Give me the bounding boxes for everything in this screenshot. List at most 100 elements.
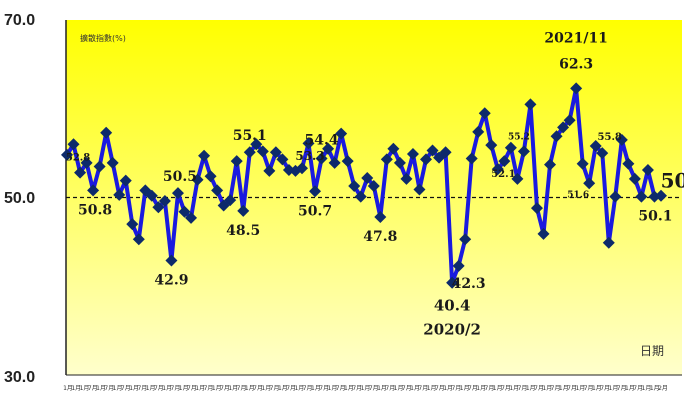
data-point-marker bbox=[341, 155, 354, 168]
x-tick-label: 7月 bbox=[584, 385, 594, 392]
data-point-marker bbox=[641, 163, 654, 176]
data-point-marker bbox=[596, 147, 609, 160]
x-tick-label: 7月 bbox=[204, 385, 214, 392]
data-label: 2020/2 bbox=[423, 321, 481, 339]
data-point-marker bbox=[230, 155, 243, 168]
x-tick-label: 1月 bbox=[278, 385, 288, 392]
x-tick-label: 1月 bbox=[377, 385, 387, 392]
data-point-marker bbox=[61, 148, 73, 161]
y-tick-label-70: 70.0 bbox=[4, 12, 35, 29]
x-tick-label: 1月 bbox=[96, 385, 106, 392]
x-tick-labels: 1月1月1月7月1月7月1月7月1月7月1月7月1月7月1月7月1月7月1月7月… bbox=[63, 385, 668, 392]
data-point-marker bbox=[439, 146, 452, 159]
data-point-marker bbox=[361, 171, 374, 184]
data-label: 55.2 bbox=[508, 132, 530, 142]
data-label: 48.5 bbox=[226, 223, 260, 239]
data-point-marker bbox=[93, 160, 106, 173]
data-label: 40.4 bbox=[434, 297, 471, 315]
series-markers bbox=[61, 82, 667, 289]
x-tick-label: 7月 bbox=[121, 385, 131, 392]
data-point-marker bbox=[635, 190, 648, 203]
data-point-marker bbox=[387, 142, 400, 155]
data-point-marker bbox=[628, 172, 641, 185]
data-point-marker bbox=[530, 202, 543, 215]
data-point-marker bbox=[126, 218, 139, 231]
x-tick-label: 7月 bbox=[468, 385, 478, 392]
x-tick-label: 7月 bbox=[451, 385, 461, 392]
data-point-marker bbox=[302, 137, 315, 150]
data-label: 50.1 bbox=[638, 209, 672, 225]
x-tick-label: 1月 bbox=[344, 385, 354, 392]
data-point-marker bbox=[485, 139, 498, 152]
x-tick-label: 7月 bbox=[369, 385, 379, 392]
x-axis-label: 日期 bbox=[640, 344, 664, 358]
data-point-marker bbox=[602, 236, 615, 249]
x-tick-label: 7月 bbox=[104, 385, 114, 392]
x-tick-label: 1月 bbox=[245, 385, 255, 392]
data-label: 50.8 bbox=[78, 202, 112, 218]
data-point-marker bbox=[609, 190, 622, 203]
data-point-marker bbox=[132, 233, 145, 246]
x-tick-label: 1月 bbox=[328, 385, 338, 392]
x-tick-label: 1月 bbox=[294, 385, 304, 392]
x-tick-label: 1月 bbox=[575, 385, 585, 392]
data-point-marker bbox=[622, 157, 635, 170]
data-point-marker bbox=[655, 189, 667, 202]
data-label: 52.1 bbox=[491, 169, 515, 180]
x-tick-label: 1月 bbox=[542, 385, 552, 392]
data-point-marker bbox=[537, 227, 550, 240]
data-point-marker bbox=[426, 144, 439, 157]
data-point-marker bbox=[256, 145, 269, 158]
data-label: 47.8 bbox=[363, 229, 397, 245]
data-point-marker bbox=[171, 187, 184, 200]
x-tick-label: 1月 bbox=[113, 385, 123, 392]
data-point-marker bbox=[309, 185, 322, 198]
x-tick-label: 7月 bbox=[551, 385, 561, 392]
data-point-marker bbox=[243, 146, 256, 159]
x-tick-label: 7月 bbox=[352, 385, 362, 392]
x-tick-label: 7月 bbox=[137, 385, 147, 392]
data-point-marker bbox=[328, 156, 341, 169]
data-point-marker bbox=[185, 211, 198, 224]
x-tick-label: 7月 bbox=[270, 385, 280, 392]
data-point-marker bbox=[563, 114, 576, 127]
y-axis-label: 擴散指數(%) bbox=[80, 33, 126, 43]
data-point-marker bbox=[204, 170, 217, 183]
x-tick-label: 7月 bbox=[485, 385, 495, 392]
data-point-marker bbox=[517, 145, 530, 158]
data-point-marker bbox=[113, 188, 126, 201]
data-point-marker bbox=[348, 179, 361, 192]
x-tick-label: 1月 bbox=[592, 385, 602, 392]
data-point-marker bbox=[400, 172, 413, 185]
data-point-marker bbox=[74, 166, 87, 179]
data-point-marker bbox=[557, 121, 570, 134]
data-point-marker bbox=[420, 153, 433, 166]
data-point-marker bbox=[119, 174, 132, 187]
x-tick-label: 7月 bbox=[286, 385, 296, 392]
data-point-marker bbox=[67, 138, 80, 151]
data-point-marker bbox=[250, 138, 263, 151]
data-point-marker bbox=[459, 233, 472, 246]
data-point-marker bbox=[263, 164, 276, 177]
data-label: 54.4 bbox=[305, 132, 339, 148]
x-tick-label: 2月 bbox=[658, 385, 668, 392]
data-point-marker bbox=[615, 133, 628, 146]
data-point-marker bbox=[276, 153, 289, 166]
x-tick-label: 1月 bbox=[63, 385, 73, 392]
x-tick-label: 1月 bbox=[261, 385, 271, 392]
x-tick-label: 7月 bbox=[633, 385, 643, 392]
x-tick-label: 7月 bbox=[385, 385, 395, 392]
data-point-marker bbox=[504, 141, 517, 154]
x-tick-label: 1月 bbox=[509, 385, 519, 392]
data-label: 42.3 bbox=[452, 276, 486, 292]
data-point-marker bbox=[374, 211, 387, 224]
data-point-marker bbox=[472, 125, 485, 138]
data-point-marker bbox=[224, 194, 237, 207]
data-label: 50.2 bbox=[661, 169, 684, 193]
data-point-marker bbox=[152, 201, 165, 214]
data-point-marker bbox=[165, 254, 178, 267]
data-point-marker bbox=[498, 155, 511, 168]
data-point-marker bbox=[87, 184, 100, 197]
data-point-marker bbox=[237, 204, 250, 217]
